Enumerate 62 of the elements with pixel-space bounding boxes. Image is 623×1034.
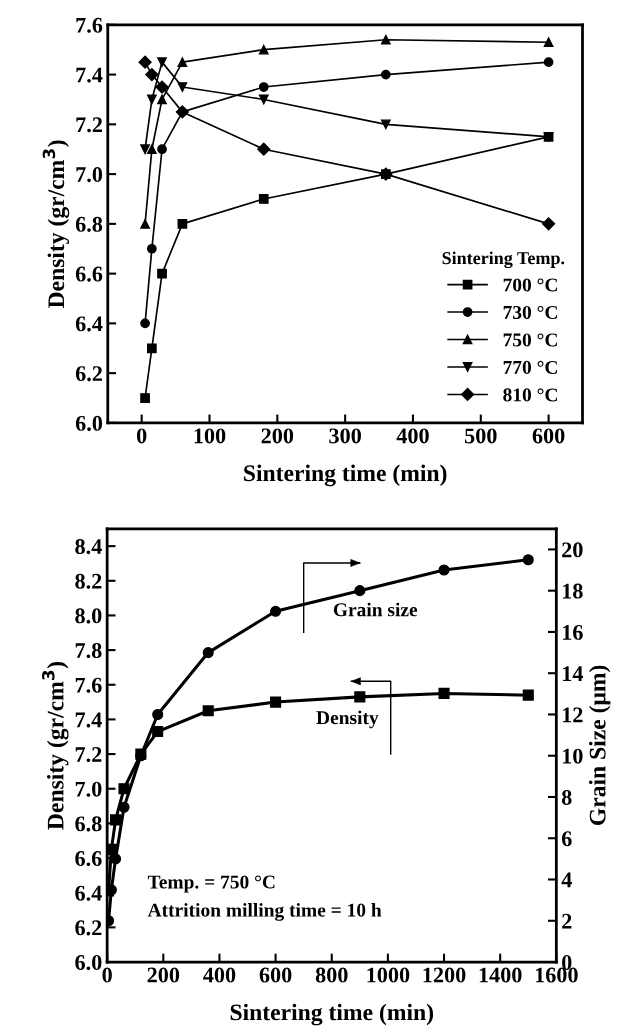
y-tick-label: 6.8	[75, 816, 102, 832]
y-tick-label: 7.6	[75, 677, 102, 693]
x-tick-label: 300	[329, 428, 361, 444]
y-tick-label: 7.0	[75, 781, 102, 797]
annotation: Attrition milling time = 10 h	[147, 903, 382, 921]
y-tick-label: 6.2	[75, 366, 102, 382]
y-tick-label: 6.4	[75, 316, 103, 332]
x-tick-label: 1000	[367, 967, 410, 983]
y-tick-label: 6.4	[75, 885, 102, 901]
x-axis-title: Sintering time (min)	[230, 1003, 434, 1026]
y-tick-label: 6.6	[75, 266, 103, 282]
y-tick-label: 8.0	[75, 608, 102, 624]
y2-tick-label: 14	[562, 666, 584, 681]
series-label: Grain size	[333, 602, 418, 617]
x-tick-label: 100	[194, 428, 226, 444]
y-tick-label: 7.2	[75, 747, 102, 763]
y-tick-label: 7.4	[76, 67, 103, 83]
legend-title: Sintering Temp.	[442, 251, 565, 269]
y2-tick-label: 10	[562, 748, 583, 764]
legend-label: 750 °C	[503, 333, 557, 347]
x-axis-title: Sintering time (min)	[244, 464, 447, 487]
legend-label: 770 °C	[503, 360, 557, 374]
x-tick-label: 600	[532, 428, 565, 444]
y-axis-title: Density (gr/cm$^{3}$)	[42, 140, 70, 309]
x-tick-label: 1400	[479, 967, 522, 983]
y-tick-label: 6.2	[75, 920, 102, 936]
y2-tick-label: 8	[561, 789, 572, 805]
x-tick-label: 200	[261, 428, 294, 444]
y-tick-label: 8.2	[75, 573, 102, 589]
x-tick-label: 0	[102, 967, 112, 983]
y-tick-label: 7.2	[76, 117, 102, 133]
x-tick-label: 500	[465, 428, 497, 444]
legend-label: 730 °C	[503, 305, 557, 320]
legend-label: 700 °C	[503, 278, 557, 292]
x-tick-label: 800	[315, 967, 348, 983]
y-tick-label: 6.0	[75, 415, 103, 431]
x-tick-label: 1200	[423, 967, 466, 983]
legend-label: 810 °C	[503, 388, 557, 402]
y-tick-label: 6.6	[75, 851, 102, 867]
y-tick-label: 7.4	[75, 712, 102, 728]
y2-tick-label: 20	[562, 542, 583, 558]
y-tick-label: 7.6	[76, 17, 103, 33]
y-tick-label: 6.8	[75, 216, 103, 232]
y2-tick-label: 12	[562, 707, 583, 723]
y-tick-label: 8.4	[75, 539, 102, 555]
y-axis-title: Density (gr/cm$^{3}$)	[42, 662, 69, 830]
y2-tick-label: 4	[561, 872, 572, 888]
annotation: Temp. = 750 °C	[147, 875, 275, 893]
y2-tick-label: 18	[562, 583, 583, 599]
y2-tick-label: 2	[562, 913, 572, 929]
y-tick-label: 7.0	[76, 167, 103, 183]
y2-tick-label: 16	[562, 624, 583, 640]
y2-axis-title: Grain Size (μm)	[588, 665, 611, 826]
y-tick-label: 6.0	[75, 954, 102, 971]
y2-tick-label: 6	[561, 831, 572, 847]
x-tick-label: 400	[396, 428, 429, 444]
y-tick-label: 7.8	[75, 643, 102, 659]
series-label: Density	[316, 710, 379, 729]
x-tick-label: 600	[259, 967, 292, 983]
x-tick-label: 200	[147, 967, 180, 983]
x-tick-label: 0	[136, 428, 147, 444]
x-tick-label: 400	[203, 967, 236, 983]
